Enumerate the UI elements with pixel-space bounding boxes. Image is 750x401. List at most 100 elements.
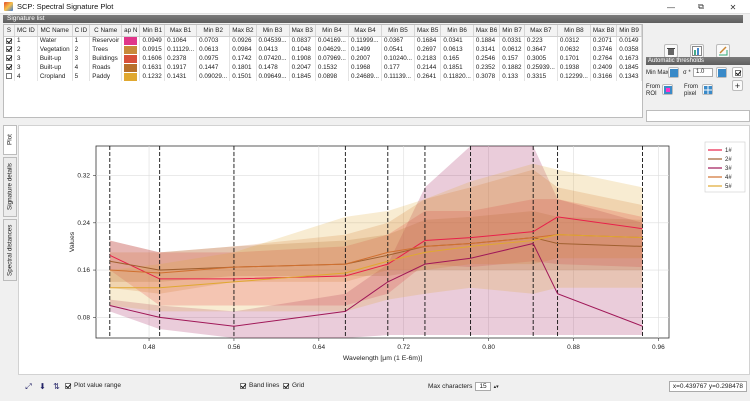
column-header[interactable]: MC Name [37, 25, 73, 37]
band-value-cell[interactable]: 0.3141 [473, 45, 501, 54]
band-value-cell[interactable]: 0.3746 [590, 45, 618, 54]
spin-arrows-icon[interactable]: ▴▾ [493, 383, 499, 390]
band-value-cell[interactable]: 0.07969... [315, 54, 349, 63]
color-cell[interactable] [121, 45, 141, 54]
band-value-cell[interactable]: 0.1532 [315, 63, 349, 72]
band-value-cell[interactable]: 0.1851 [440, 63, 474, 72]
add-to-plot-button[interactable] [690, 44, 704, 58]
column-header[interactable]: C Name [89, 25, 123, 37]
row-checkbox[interactable] [6, 64, 12, 71]
band-value-cell[interactable]: 0.0949 [139, 36, 166, 45]
band-value-cell[interactable]: 0.2641 [414, 72, 442, 81]
color-cell[interactable] [121, 54, 141, 63]
column-header[interactable]: Min B9 [616, 25, 642, 37]
band-value-cell[interactable]: 0.1431 [164, 72, 198, 81]
color-swatch[interactable] [124, 63, 138, 72]
band-value-cell[interactable]: 0.1908 [289, 54, 316, 63]
tab-plot[interactable]: Plot [3, 125, 17, 155]
color-swatch[interactable] [124, 72, 138, 81]
band-value-cell[interactable]: 0.0149 [616, 36, 642, 45]
band-value-cell[interactable]: 0.11999... [348, 36, 382, 45]
band-value-cell[interactable]: 0.12299... [557, 72, 591, 81]
band-value-cell[interactable]: 0.0312 [557, 36, 591, 45]
mc-name-cell[interactable]: Vegetation [37, 45, 73, 54]
add-pixel-button[interactable]: + [732, 80, 743, 91]
band-value-cell[interactable]: 0.3647 [524, 45, 558, 54]
row-checkbox[interactable] [6, 55, 12, 62]
plot-value-range-checkbox[interactable]: Plot value range [65, 382, 121, 389]
c-id-cell[interactable]: 2 [72, 45, 91, 54]
column-header[interactable]: Min B4 [315, 25, 349, 37]
column-header[interactable]: Max B7 [524, 25, 558, 37]
band-value-cell[interactable]: 0.1742 [229, 54, 257, 63]
spectral-signature-chart[interactable]: 0.48 0.56 0.64 0.72 0.80 0.88 0.96 0.08 0.16 0.24… [19, 126, 749, 374]
table-row[interactable]: 3 Built-up 4 Roads 0.1631 0.1917 0.1447 0.1801 0… [4, 63, 642, 72]
row-checkbox[interactable] [6, 73, 12, 80]
column-header[interactable]: MC ID [14, 25, 38, 37]
plot-area[interactable]: 0.48 0.56 0.64 0.72 0.80 0.88 0.96 0.08 0.16 0.24… [18, 125, 750, 375]
mc-id-cell[interactable]: 4 [14, 72, 38, 81]
column-header[interactable]: ap N [121, 25, 141, 37]
threshold-checkbox[interactable] [732, 67, 743, 78]
band-value-cell[interactable]: 0.1673 [616, 54, 642, 63]
band-value-cell[interactable]: 0.0915 [139, 45, 166, 54]
band-value-cell[interactable]: 0.1845 [616, 63, 642, 72]
band-value-cell[interactable]: 0.2144 [414, 63, 442, 72]
band-value-cell[interactable]: 0.223 [524, 36, 558, 45]
band-value-cell[interactable]: 0.1048 [289, 45, 316, 54]
color-cell[interactable] [121, 63, 141, 72]
band-value-cell[interactable]: 0.0837 [289, 36, 316, 45]
c-id-cell[interactable]: 5 [72, 72, 91, 81]
mc-id-cell[interactable]: 1 [14, 36, 38, 45]
row-select-cell[interactable] [4, 54, 15, 63]
band-value-cell[interactable]: 0.1478 [256, 63, 290, 72]
band-value-cell[interactable]: 0.2697 [414, 45, 442, 54]
band-value-cell[interactable]: 0.0358 [616, 45, 642, 54]
band-value-cell[interactable]: 0.2764 [590, 54, 618, 63]
band-value-cell[interactable]: 0.07420... [256, 54, 290, 63]
band-value-cell[interactable]: 0.1684 [414, 36, 442, 45]
band-value-cell[interactable]: 0.0613 [196, 45, 231, 54]
band-value-cell[interactable]: 0.24689... [348, 72, 382, 81]
c-name-cell[interactable]: Paddy [89, 72, 123, 81]
series-line[interactable] [109, 237, 643, 271]
column-header[interactable]: Min B1 [139, 25, 166, 37]
band-value-cell[interactable]: 0.1938 [557, 63, 591, 72]
band-value-cell[interactable]: 0.0612 [499, 45, 525, 54]
band-value-cell[interactable]: 0.0413 [256, 45, 290, 54]
band-value-cell[interactable]: 0.177 [381, 63, 415, 72]
mc-id-cell[interactable]: 3 [14, 54, 38, 63]
band-value-cell[interactable]: 0.1845 [289, 72, 316, 81]
band-value-cell[interactable]: 0.04169... [315, 36, 349, 45]
band-value-cell[interactable]: 0.0703 [196, 36, 231, 45]
band-value-cell[interactable]: 0.2183 [414, 54, 442, 63]
band-value-cell[interactable]: 0.2047 [289, 63, 316, 72]
band-value-cell[interactable]: 0.0926 [229, 36, 257, 45]
from-pixel-button[interactable] [702, 84, 713, 95]
band-lines-checkbox[interactable]: Band lines [240, 382, 279, 389]
delete-signature-button[interactable] [664, 44, 678, 58]
band-value-cell[interactable]: 0.2352 [473, 63, 501, 72]
close-button[interactable]: ✕ [729, 2, 737, 12]
band-value-cell[interactable]: 0.1701 [557, 54, 591, 63]
column-header[interactable]: Min B3 [256, 25, 290, 37]
fit-plot-button[interactable]: ⤢ [24, 382, 33, 391]
sigma-input[interactable]: 1.0 [693, 68, 713, 77]
series-line[interactable] [109, 234, 643, 289]
mc-name-cell[interactable]: Built-up [37, 54, 73, 63]
row-select-cell[interactable] [4, 72, 15, 81]
band-value-cell[interactable]: 0.1232 [139, 72, 166, 81]
band-value-cell[interactable]: 0.0975 [196, 54, 231, 63]
mc-id-cell[interactable]: 2 [14, 45, 38, 54]
band-value-cell[interactable]: 0.3166 [590, 72, 618, 81]
save-plot-button[interactable]: ⬇ [38, 382, 47, 391]
grid-checkbox[interactable]: Grid [283, 382, 304, 389]
mc-id-cell[interactable]: 3 [14, 63, 38, 72]
table-row[interactable]: 1 Water 1 Reservoir 0.0949 0.1064 0.0703 0.0926… [4, 36, 642, 45]
c-name-cell[interactable]: Roads [89, 63, 123, 72]
column-header[interactable]: Max B8 [590, 25, 618, 37]
c-id-cell[interactable]: 1 [72, 36, 91, 45]
band-value-cell[interactable]: 0.0613 [440, 45, 474, 54]
band-value-cell[interactable]: 0.24069... [641, 63, 642, 72]
sigma-apply-button[interactable] [716, 67, 727, 78]
